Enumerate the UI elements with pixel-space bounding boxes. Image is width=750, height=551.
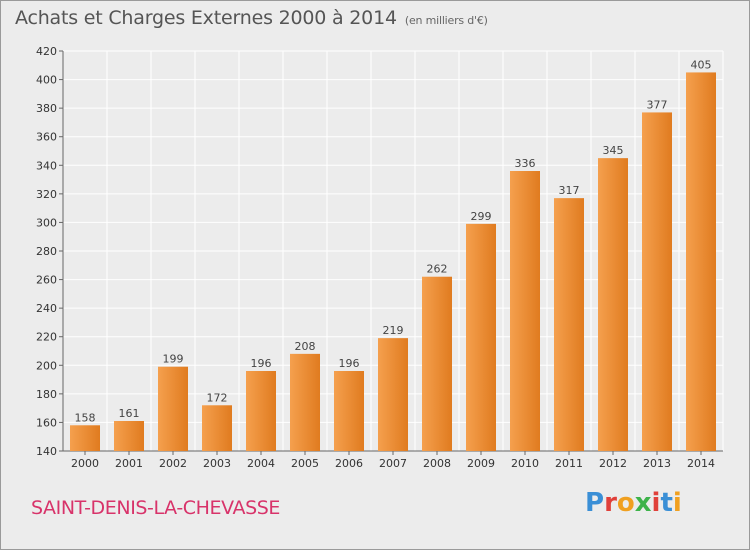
bar-2007 bbox=[378, 338, 408, 451]
y-tick-label: 140 bbox=[36, 445, 57, 458]
y-tick-label: 280 bbox=[36, 245, 57, 258]
x-tick-label-2012: 2012 bbox=[599, 457, 627, 470]
bar-2002 bbox=[158, 366, 188, 451]
logo-letter: i bbox=[672, 488, 682, 518]
commune-name: SAINT-DENIS-LA-CHEVASSE bbox=[31, 497, 281, 519]
y-tick-label: 320 bbox=[36, 188, 57, 201]
y-tick-label: 300 bbox=[36, 216, 57, 229]
x-tick-label-2002: 2002 bbox=[159, 457, 187, 470]
value-label-2003: 172 bbox=[207, 391, 228, 404]
labels: 140 160 180 200 220 240 260 280 300 320 340 360 380 4… bbox=[36, 45, 715, 470]
bar-2010 bbox=[510, 171, 540, 451]
x-tick-label-2014: 2014 bbox=[687, 457, 715, 470]
y-tick-label: 340 bbox=[36, 159, 57, 172]
y-tick-label: 400 bbox=[36, 74, 57, 87]
value-label-2001: 161 bbox=[119, 407, 140, 420]
x-tick-label-2003: 2003 bbox=[203, 457, 231, 470]
logo-letter: i bbox=[651, 488, 661, 518]
value-label-2010: 336 bbox=[515, 157, 536, 170]
bar-2011 bbox=[554, 198, 584, 451]
y-tick-label: 200 bbox=[36, 359, 57, 372]
y-tick-label: 240 bbox=[36, 302, 57, 315]
value-label-2002: 199 bbox=[163, 353, 184, 366]
logo-letter: t bbox=[660, 488, 673, 518]
proxiti-logo[interactable]: Proxiti bbox=[585, 488, 682, 518]
x-tick-label-2000: 2000 bbox=[71, 457, 99, 470]
x-tick-label-2001: 2001 bbox=[115, 457, 143, 470]
value-label-2013: 377 bbox=[647, 98, 668, 111]
value-label-2004: 196 bbox=[251, 357, 272, 370]
chart-title: Achats et Charges Externes 2000 à 2014 (e… bbox=[15, 7, 488, 29]
x-tick-label-2013: 2013 bbox=[643, 457, 671, 470]
value-label-2006: 196 bbox=[339, 357, 360, 370]
value-label-2008: 262 bbox=[427, 263, 448, 276]
y-tick-label: 220 bbox=[36, 331, 57, 344]
value-label-2007: 219 bbox=[383, 324, 404, 337]
x-tick-label-2011: 2011 bbox=[555, 457, 583, 470]
y-tick-label: 160 bbox=[36, 416, 57, 429]
y-tick-label: 380 bbox=[36, 102, 57, 115]
bars bbox=[70, 72, 716, 451]
bar-2000 bbox=[70, 425, 100, 451]
logo-letter: o bbox=[616, 488, 635, 518]
x-tick-label-2007: 2007 bbox=[379, 457, 407, 470]
value-label-2005: 208 bbox=[295, 340, 316, 353]
x-tick-label-2008: 2008 bbox=[423, 457, 451, 470]
logo-letter: r bbox=[604, 488, 617, 518]
bar-2008 bbox=[422, 276, 452, 451]
bar-2009 bbox=[466, 223, 496, 451]
bar-2004 bbox=[246, 371, 276, 451]
x-tick-label-2005: 2005 bbox=[291, 457, 319, 470]
x-tick-label-2006: 2006 bbox=[335, 457, 363, 470]
x-tick-label-2009: 2009 bbox=[467, 457, 495, 470]
y-tick-label: 180 bbox=[36, 388, 57, 401]
y-tick-label: 420 bbox=[36, 45, 57, 58]
value-label-2000: 158 bbox=[75, 411, 96, 424]
value-label-2011: 317 bbox=[559, 184, 580, 197]
y-tick-label: 260 bbox=[36, 274, 57, 287]
logo-letter: x bbox=[634, 488, 652, 518]
bar-2012 bbox=[598, 158, 628, 451]
bar-2013 bbox=[642, 112, 672, 451]
logo-letter: P bbox=[585, 488, 605, 518]
bar-2001 bbox=[114, 421, 144, 451]
value-label-2012: 345 bbox=[603, 144, 624, 157]
chart-unit-label: (en milliers d'€) bbox=[404, 14, 488, 27]
bar-2005 bbox=[290, 353, 320, 451]
value-label-2009: 299 bbox=[471, 210, 492, 223]
chart-title-text: Achats et Charges Externes 2000 à 2014 bbox=[15, 7, 397, 29]
x-tick-label-2010: 2010 bbox=[511, 457, 539, 470]
bar-2003 bbox=[202, 405, 232, 451]
x-tick-label-2004: 2004 bbox=[247, 457, 275, 470]
y-tick-label: 360 bbox=[36, 131, 57, 144]
bar-2006 bbox=[334, 371, 364, 451]
value-label-2014: 405 bbox=[691, 58, 712, 71]
bar-2014 bbox=[686, 72, 716, 451]
